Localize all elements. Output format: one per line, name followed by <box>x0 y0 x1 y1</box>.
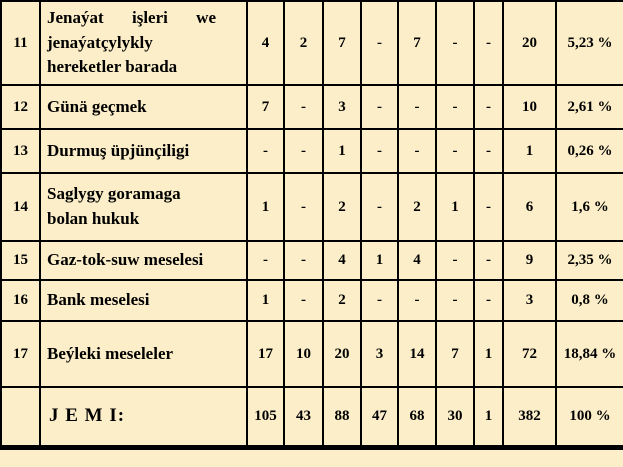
value-cell: 14 <box>397 320 437 388</box>
total-cell: 6 <box>502 172 557 242</box>
value-cell: - <box>360 84 399 130</box>
value-cell: - <box>360 172 399 242</box>
value-cell: - <box>397 279 437 322</box>
value-cell: - <box>473 279 504 322</box>
value-cell: - <box>246 240 285 281</box>
value-cell: - <box>283 172 324 242</box>
table-row: 11 Jenaýat işleri we jenaýatçylykly here… <box>0 0 623 86</box>
value-cell: - <box>246 128 285 174</box>
value-cell: - <box>473 128 504 174</box>
percent-cell: 100 % <box>555 386 623 448</box>
value-cell: 2 <box>283 0 324 86</box>
row-number-cell: 14 <box>0 172 41 242</box>
value-cell: - <box>473 240 504 281</box>
value-cell: 17 <box>246 320 285 388</box>
description-cell: Beýleki meseleler <box>39 320 248 388</box>
value-cell: - <box>283 84 324 130</box>
total-cell: 382 <box>502 386 557 448</box>
value-cell: - <box>435 84 475 130</box>
row-number-cell <box>0 386 41 448</box>
value-cell: - <box>360 128 399 174</box>
value-cell: - <box>473 84 504 130</box>
percent-cell: 0,26 % <box>555 128 623 174</box>
total-cell: 10 <box>502 84 557 130</box>
value-cell: 2 <box>322 172 362 242</box>
value-cell: 30 <box>435 386 475 448</box>
value-cell: - <box>435 279 475 322</box>
total-cell: 1 <box>502 128 557 174</box>
description-cell: Saglygy goramaga bolan hukuk <box>39 172 248 242</box>
row-number-cell: 13 <box>0 128 41 174</box>
value-cell: 20 <box>322 320 362 388</box>
value-cell: 88 <box>322 386 362 448</box>
description-cell: Gaz-tok-suw meselesi <box>39 240 248 281</box>
table-row: 13 Durmuş üpjünçiligi - - 1 - - - - 1 0,… <box>0 128 623 174</box>
description-cell: Durmuş üpjünçiligi <box>39 128 248 174</box>
row-number-cell: 12 <box>0 84 41 130</box>
value-cell: - <box>435 0 475 86</box>
value-cell: 3 <box>322 84 362 130</box>
value-cell: 7 <box>435 320 475 388</box>
value-cell: 3 <box>360 320 399 388</box>
value-cell: - <box>397 84 437 130</box>
value-cell: 105 <box>246 386 285 448</box>
total-cell: 3 <box>502 279 557 322</box>
value-cell: 1 <box>360 240 399 281</box>
row-number-cell: 16 <box>0 279 41 322</box>
table-row: 16 Bank meselesi 1 - 2 - - - - 3 0,8 % <box>0 279 623 322</box>
value-cell: 4 <box>397 240 437 281</box>
description-cell: Bank meselesi <box>39 279 248 322</box>
total-cell: 72 <box>502 320 557 388</box>
total-row: J E M I: 105 43 88 47 68 30 1 382 100 % <box>0 386 623 448</box>
value-cell: - <box>360 279 399 322</box>
description-cell: Jenaýat işleri we jenaýatçylykly hereket… <box>39 0 248 86</box>
value-cell: - <box>435 240 475 281</box>
value-cell: - <box>283 240 324 281</box>
table-row: 14 Saglygy goramaga bolan hukuk 1 - 2 - … <box>0 172 623 242</box>
value-cell: 4 <box>246 0 285 86</box>
value-cell: 7 <box>322 0 362 86</box>
value-cell: 2 <box>397 172 437 242</box>
percent-cell: 2,61 % <box>555 84 623 130</box>
value-cell: 47 <box>360 386 399 448</box>
value-cell: 1 <box>435 172 475 242</box>
total-label-cell: J E M I: <box>39 386 248 448</box>
total-cell: 9 <box>502 240 557 281</box>
value-cell: - <box>473 172 504 242</box>
row-number-cell: 15 <box>0 240 41 281</box>
value-cell: - <box>397 128 437 174</box>
value-cell: - <box>283 279 324 322</box>
value-cell: - <box>283 128 324 174</box>
value-cell: 2 <box>322 279 362 322</box>
row-number-cell: 17 <box>0 320 41 388</box>
value-cell: - <box>473 0 504 86</box>
value-cell: 7 <box>246 84 285 130</box>
total-cell: 20 <box>502 0 557 86</box>
description-cell: Günä geçmek <box>39 84 248 130</box>
row-number-cell: 11 <box>0 0 41 86</box>
percent-cell: 0,8 % <box>555 279 623 322</box>
value-cell: 10 <box>283 320 324 388</box>
value-cell: 1 <box>473 320 504 388</box>
value-cell: - <box>435 128 475 174</box>
percent-cell: 2,35 % <box>555 240 623 281</box>
percent-cell: 1,6 % <box>555 172 623 242</box>
value-cell: 7 <box>397 0 437 86</box>
table-row: 15 Gaz-tok-suw meselesi - - 4 1 4 - - 9 … <box>0 240 623 281</box>
percent-cell: 5,23 % <box>555 0 623 86</box>
value-cell: 1 <box>322 128 362 174</box>
percent-cell: 18,84 % <box>555 320 623 388</box>
table-row: 12 Günä geçmek 7 - 3 - - - - 10 2,61 % <box>0 84 623 130</box>
value-cell: 68 <box>397 386 437 448</box>
value-cell: 1 <box>246 279 285 322</box>
value-cell: - <box>360 0 399 86</box>
value-cell: 4 <box>322 240 362 281</box>
value-cell: 43 <box>283 386 324 448</box>
value-cell: 1 <box>246 172 285 242</box>
statistics-table: 11 Jenaýat işleri we jenaýatçylykly here… <box>0 0 623 450</box>
value-cell: 1 <box>473 386 504 448</box>
table-row: 17 Beýleki meseleler 17 10 20 3 14 7 1 7… <box>0 320 623 388</box>
